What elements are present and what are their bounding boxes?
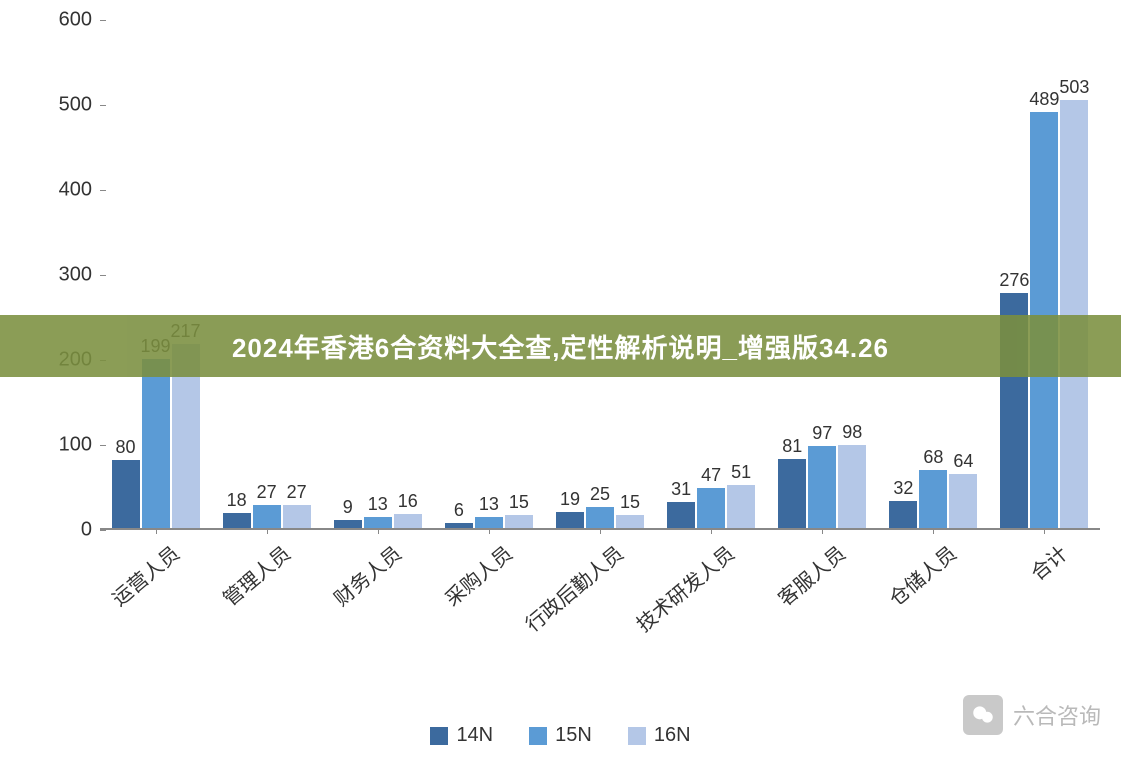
bar: 68: [919, 470, 947, 528]
x-axis-category-label: 管理人员: [215, 538, 295, 612]
watermark-text: 六合咨询: [1013, 699, 1101, 731]
bar-value-label: 27: [287, 482, 307, 503]
legend-item: 15N: [529, 724, 592, 747]
bar-value-label: 68: [923, 447, 943, 468]
x-axis-category-label: 仓储人员: [882, 538, 962, 612]
bar-value-label: 51: [731, 462, 751, 483]
bar: 13: [364, 517, 392, 528]
x-axis-category-label: 行政后勤人员: [518, 538, 629, 637]
x-axis-category-label: 合计: [1024, 538, 1073, 586]
legend-item: 16N: [628, 724, 691, 747]
bar-value-label: 276: [999, 270, 1029, 291]
y-axis-tick-label: 300: [59, 264, 92, 287]
bar: 19: [556, 512, 584, 528]
bar: 64: [949, 474, 977, 528]
y-axis-tick-label: 500: [59, 94, 92, 117]
bar-value-label: 6: [454, 500, 464, 521]
bar: 6: [445, 523, 473, 528]
y-axis-tick-label: 100: [59, 434, 92, 457]
bar-value-label: 47: [701, 465, 721, 486]
bar-value-label: 64: [953, 451, 973, 472]
plot-area: 010020030040050060080199217运营人员182727管理人…: [100, 20, 1100, 530]
overlay-text: 2024年香港6合资料大全查,定性解析说明_增强版34.26: [232, 328, 889, 365]
legend-swatch: [430, 727, 448, 745]
legend-swatch: [628, 727, 646, 745]
bar: 16: [394, 514, 422, 528]
bar-value-label: 13: [479, 494, 499, 515]
y-axis-tick-label: 600: [59, 9, 92, 32]
bar: 27: [253, 505, 281, 528]
bar-value-label: 19: [560, 489, 580, 510]
bar: 47: [697, 488, 725, 528]
bar: 15: [505, 515, 533, 528]
bar-value-label: 9: [343, 497, 353, 518]
bar: 51: [727, 485, 755, 528]
x-axis-category-label: 采购人员: [438, 538, 518, 612]
x-axis-category-label: 技术研发人员: [629, 538, 740, 637]
bar-value-label: 80: [116, 437, 136, 458]
bar-group: 192515: [556, 507, 644, 528]
bar-group: 819798: [778, 445, 866, 528]
bar-value-label: 18: [227, 490, 247, 511]
bar: 9: [334, 520, 362, 528]
bar: 81: [778, 459, 806, 528]
x-axis-category-label: 财务人员: [326, 538, 406, 612]
legend-swatch: [529, 727, 547, 745]
legend-label: 14N: [456, 724, 493, 747]
bar-group: 314751: [667, 485, 755, 528]
bar-value-label: 25: [590, 484, 610, 505]
bar-value-label: 16: [398, 491, 418, 512]
bar-value-label: 15: [509, 492, 529, 513]
bar: 25: [586, 507, 614, 528]
legend: 14N 15N 16N: [0, 724, 1121, 747]
bar-value-label: 13: [368, 494, 388, 515]
overlay-banner: 2024年香港6合资料大全查,定性解析说明_增强版34.26: [0, 315, 1121, 377]
bar-value-label: 32: [893, 478, 913, 499]
bar-value-label: 15: [620, 492, 640, 513]
bar: 80: [112, 460, 140, 528]
bar-value-label: 98: [842, 422, 862, 443]
bar: 18: [223, 513, 251, 528]
bar-group: 61315: [445, 515, 533, 528]
legend-label: 15N: [555, 724, 592, 747]
bar-value-label: 503: [1059, 77, 1089, 98]
bar: 31: [667, 502, 695, 528]
bar-group: 182727: [223, 505, 311, 528]
bar: 27: [283, 505, 311, 528]
bar: 15: [616, 515, 644, 528]
bar: 32: [889, 501, 917, 528]
bar-group: 91316: [334, 514, 422, 528]
bar-value-label: 81: [782, 436, 802, 457]
x-axis-category-label: 运营人员: [104, 538, 184, 612]
y-axis-tick-label: 0: [81, 519, 92, 542]
bar-value-label: 97: [812, 423, 832, 444]
legend-item: 14N: [430, 724, 493, 747]
bar-value-label: 27: [257, 482, 277, 503]
bar: 199: [142, 359, 170, 528]
y-axis-tick-label: 400: [59, 179, 92, 202]
x-axis-category-label: 客服人员: [771, 538, 851, 612]
legend-label: 16N: [654, 724, 691, 747]
bar-value-label: 489: [1029, 89, 1059, 110]
bar: 97: [808, 446, 836, 528]
bar: 98: [838, 445, 866, 528]
wechat-icon: [963, 695, 1003, 735]
watermark: 六合咨询: [963, 695, 1101, 735]
bar-value-label: 31: [671, 479, 691, 500]
bar: 13: [475, 517, 503, 528]
bar-group: 326864: [889, 470, 977, 528]
